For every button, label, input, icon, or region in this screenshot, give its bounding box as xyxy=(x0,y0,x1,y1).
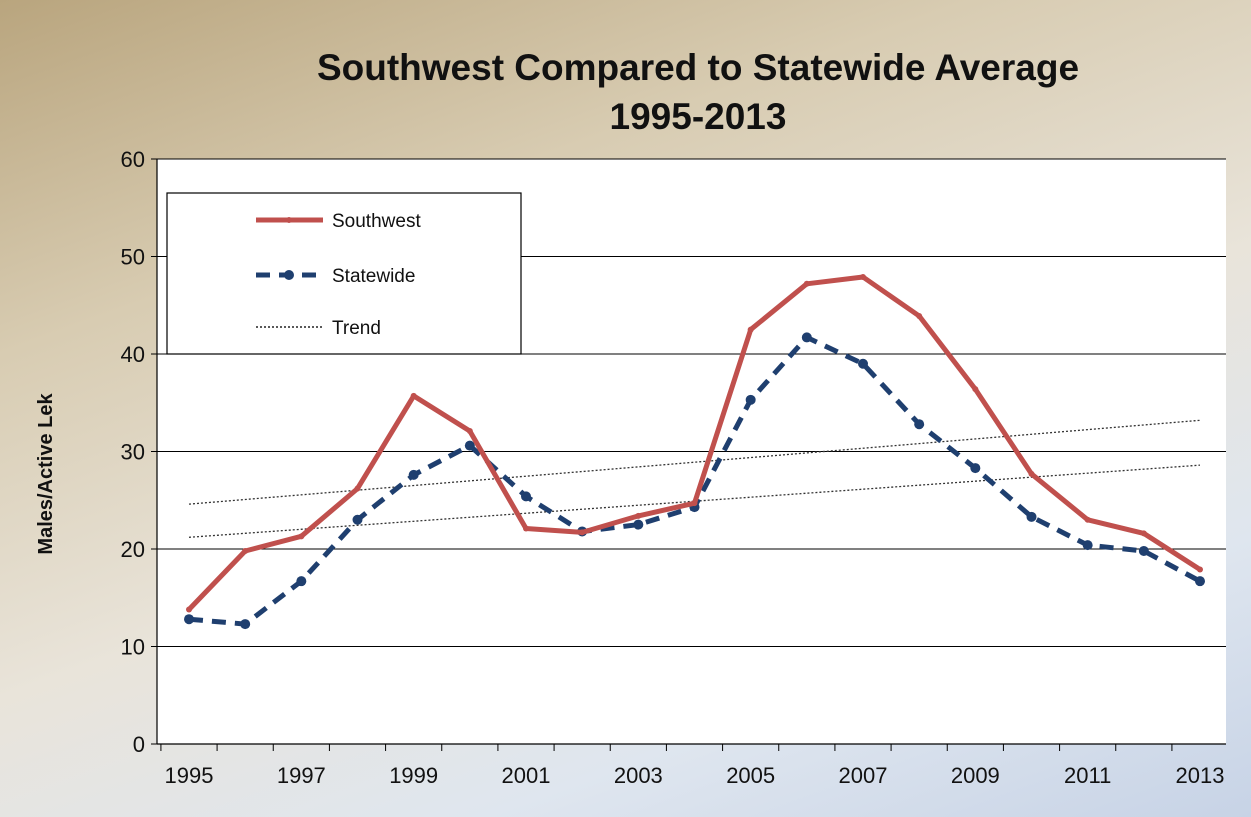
data-point-statewide xyxy=(240,619,251,630)
data-series xyxy=(184,273,1205,630)
y-tick-label: 50 xyxy=(121,245,145,270)
y-tick-label: 30 xyxy=(121,440,145,465)
data-point-statewide xyxy=(1195,576,1205,587)
data-point-statewide xyxy=(745,394,756,405)
x-tick-label: 2013 xyxy=(1176,763,1225,788)
x-tick-label: 2011 xyxy=(1064,763,1111,788)
data-point-southwest xyxy=(803,280,810,287)
data-point-southwest xyxy=(523,525,529,532)
data-point-statewide xyxy=(914,419,925,430)
y-tick-label: 60 xyxy=(121,147,145,172)
x-tick-label: 2005 xyxy=(726,763,775,788)
data-point-statewide xyxy=(352,514,363,525)
data-point-statewide xyxy=(184,614,194,625)
data-point-southwest xyxy=(1197,566,1203,573)
data-point-southwest xyxy=(579,529,586,536)
legend-marker-statewide xyxy=(284,270,294,280)
legend-label-southwest: Southwest xyxy=(332,211,421,232)
data-point-statewide xyxy=(464,440,475,451)
x-tick-label: 1997 xyxy=(277,763,326,788)
y-tick-label: 40 xyxy=(121,342,145,367)
chart-subtitle: 1995-2013 xyxy=(610,96,787,137)
data-point-southwest xyxy=(1140,530,1147,537)
data-point-statewide xyxy=(521,491,531,502)
legend: Southwest Statewide Trend xyxy=(166,192,522,355)
chart-title: Southwest Compared to Statewide Average xyxy=(317,47,1079,88)
legend-item-southwest: Southwest xyxy=(256,211,421,232)
data-point-southwest xyxy=(298,533,305,540)
x-tick-label: 2001 xyxy=(502,763,551,788)
x-tick-label: 2003 xyxy=(614,763,663,788)
data-point-southwest xyxy=(1084,516,1091,523)
y-tick-label: 0 xyxy=(133,732,145,757)
y-axis-label: Males/Active Lek xyxy=(35,393,57,555)
data-point-southwest xyxy=(354,485,361,492)
data-point-statewide xyxy=(858,358,868,369)
legend-label-statewide: Statewide xyxy=(332,266,415,287)
trend-line xyxy=(188,464,1201,538)
legend-box xyxy=(166,192,522,355)
data-point-southwest xyxy=(972,386,979,393)
data-point-southwest xyxy=(242,547,249,554)
data-point-statewide xyxy=(408,469,419,480)
legend-item-statewide: Statewide xyxy=(256,266,415,287)
data-point-southwest xyxy=(860,273,866,280)
data-point-statewide xyxy=(1026,511,1037,522)
y-tick-label: 20 xyxy=(121,537,145,562)
legend-marker-southwest xyxy=(286,217,292,223)
data-point-statewide xyxy=(1138,545,1149,556)
x-tick-label: 1999 xyxy=(389,763,438,788)
x-tick-label: 2007 xyxy=(839,763,888,788)
data-point-southwest xyxy=(186,606,192,613)
data-point-statewide xyxy=(296,576,307,587)
data-point-southwest xyxy=(635,512,642,519)
legend-label-trend: Trend xyxy=(332,318,381,339)
x-tick-label: 1995 xyxy=(165,763,214,788)
x-ticks: 1995 1997 1999 2001 2003 2005 2007 2009 2011 2013 xyxy=(160,744,1225,788)
data-point-southwest xyxy=(410,392,417,399)
y-tick-label: 10 xyxy=(121,635,145,660)
legend-item-trend: Trend xyxy=(256,318,381,339)
data-point-southwest xyxy=(1028,470,1035,477)
data-point-southwest xyxy=(747,326,754,333)
y-ticks: 0 10 20 30 40 50 60 xyxy=(121,147,157,757)
data-point-southwest xyxy=(916,312,923,319)
data-point-statewide xyxy=(970,463,981,474)
data-point-statewide xyxy=(1082,540,1093,551)
data-point-southwest xyxy=(466,428,473,435)
data-point-statewide xyxy=(801,332,812,343)
x-tick-label: 2009 xyxy=(951,763,1000,788)
data-point-statewide xyxy=(633,519,644,530)
data-point-southwest xyxy=(691,500,698,507)
